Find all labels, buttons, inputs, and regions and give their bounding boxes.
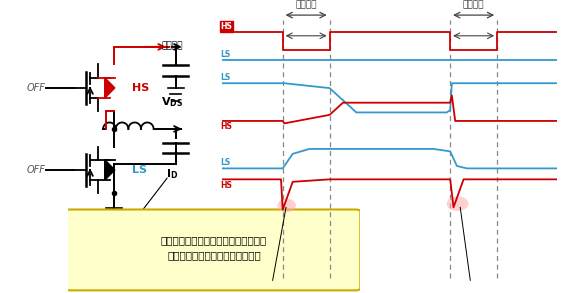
Polygon shape	[105, 160, 115, 180]
Polygon shape	[105, 78, 115, 98]
Text: OFF: OFF	[26, 165, 45, 175]
Text: HS: HS	[221, 22, 233, 31]
Text: 栅极信号: 栅极信号	[162, 42, 183, 51]
Text: 死区时间: 死区时间	[296, 0, 317, 9]
Ellipse shape	[446, 196, 468, 211]
Text: 在死区时间内，电流会流过体二极管，
因此死区时间过长会导致损耗增加: 在死区时间内，电流会流过体二极管， 因此死区时间过长会导致损耗增加	[161, 235, 267, 260]
Text: HS: HS	[221, 122, 233, 131]
Text: $\mathbf{I_D}$: $\mathbf{I_D}$	[166, 167, 178, 181]
Text: LS: LS	[221, 158, 231, 167]
Text: LS: LS	[221, 50, 231, 59]
Text: $\mathbf{V_{DS}}$: $\mathbf{V_{DS}}$	[161, 95, 183, 109]
Text: LS: LS	[221, 73, 231, 82]
Text: LS: LS	[132, 165, 147, 175]
Text: 死区时间: 死区时间	[463, 0, 484, 9]
Text: HS: HS	[221, 180, 233, 190]
Ellipse shape	[278, 199, 296, 212]
Text: OFF: OFF	[26, 83, 45, 93]
FancyBboxPatch shape	[65, 209, 360, 290]
Text: HS: HS	[221, 22, 233, 31]
Text: HS: HS	[132, 83, 149, 93]
